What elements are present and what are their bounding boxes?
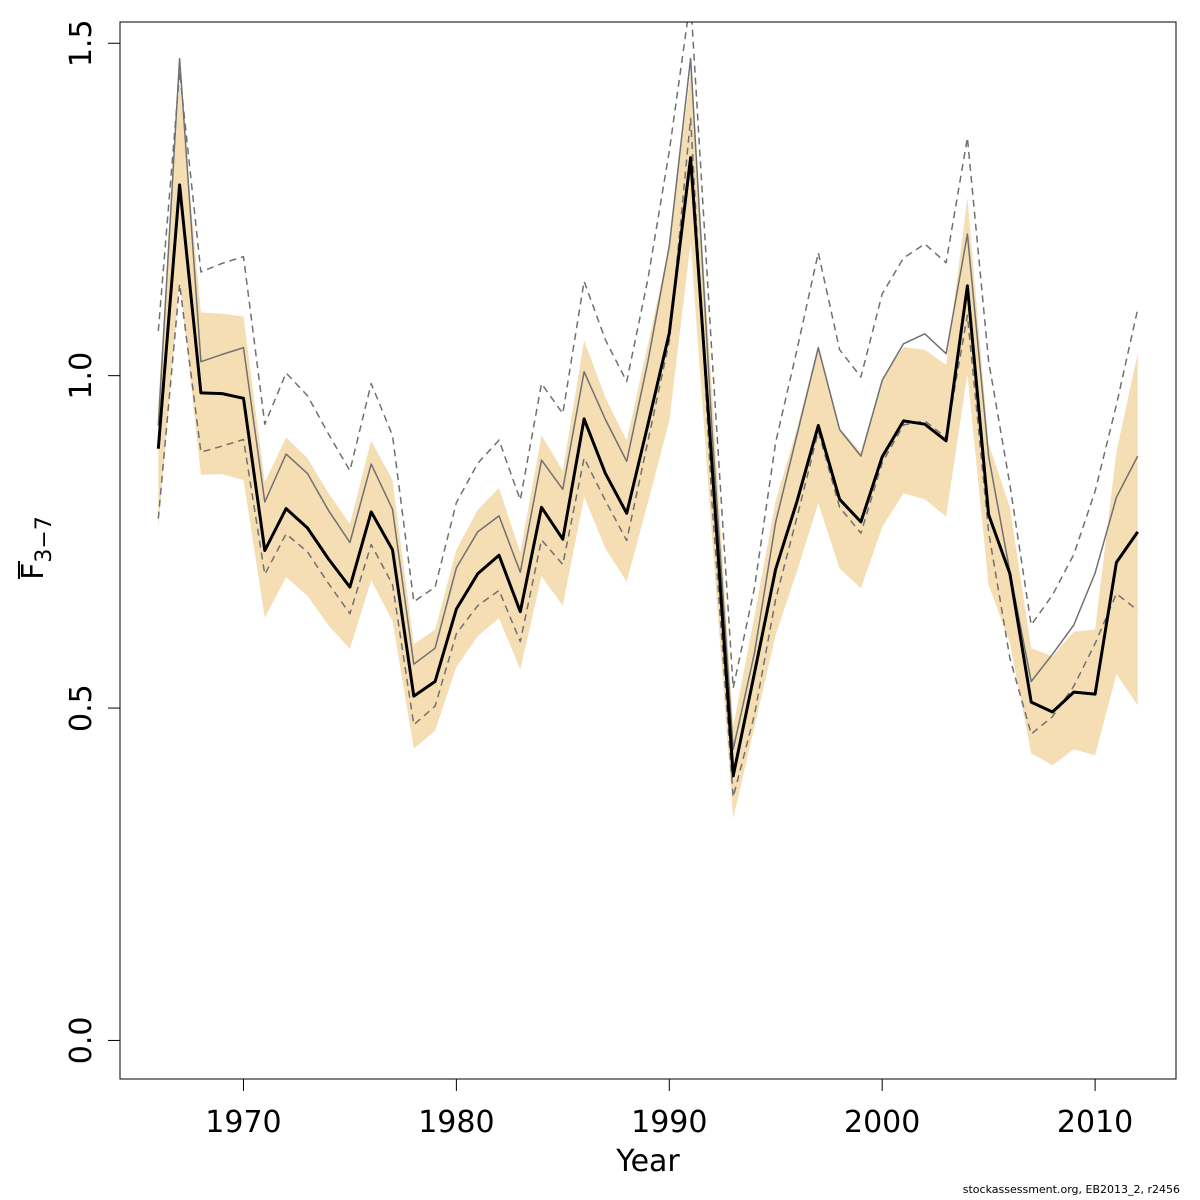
footer-note: stockassessment.org, EB2013_2, r2456 [962, 1183, 1180, 1196]
y-tick-label: 1.0 [64, 352, 99, 400]
y-axis-title-main: F [16, 563, 51, 580]
series-line-dashed-lower [157, 117, 1139, 798]
series-lines [156, 22, 1139, 798]
y-tick-label: 1.5 [64, 19, 99, 67]
series-line-thin-grey [157, 57, 1139, 751]
x-tick-label: 2010 [1057, 1105, 1133, 1140]
x-tick-label: 1970 [205, 1105, 281, 1140]
x-axis-title: Year [615, 1144, 680, 1179]
y-tick-label: 0.5 [64, 684, 99, 732]
x-tick-label: 1980 [418, 1105, 494, 1140]
x-tick-label: 2000 [844, 1105, 920, 1140]
y-axis-title: F3−7 [16, 516, 57, 580]
y-tick-label: 0.0 [64, 1017, 99, 1065]
confidence-band [158, 72, 1138, 819]
y-axis-title-text: F3−7 [16, 516, 57, 580]
x-tick-label: 1990 [631, 1105, 707, 1140]
x-axis: 1970 1980 1990 2000 2010 [205, 1079, 1133, 1140]
y-axis-title-sub: 3−7 [32, 516, 57, 562]
plot-area [119, 21, 1177, 1080]
series-line-dashed-upper [157, 22, 1139, 689]
series-line-estimate [156, 156, 1139, 778]
y-axis: 0.0 0.5 1.0 1.5 [64, 19, 121, 1065]
